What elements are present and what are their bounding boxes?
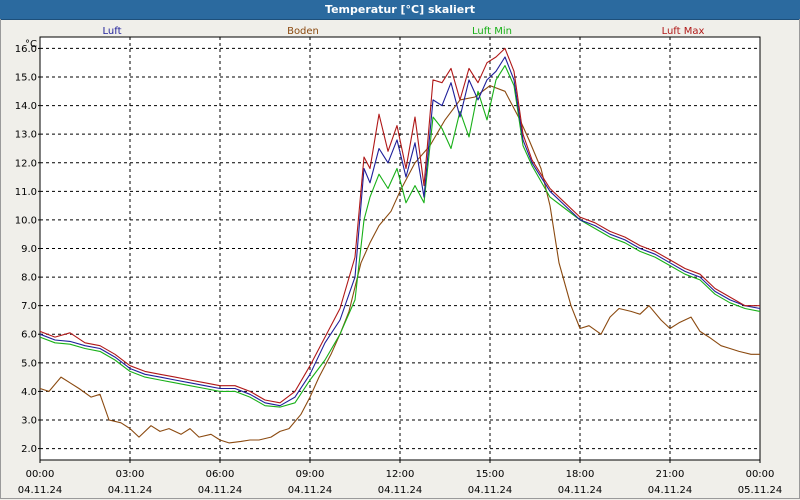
y-tick-label: 12.0 bbox=[15, 158, 37, 169]
x-tick-time: 15:00 bbox=[476, 469, 505, 480]
chart-title: Temperatur [°C] skaliert bbox=[0, 0, 800, 20]
x-tick-time: 06:00 bbox=[206, 469, 235, 480]
y-tick-label: 6.0 bbox=[21, 330, 37, 341]
series-line-luft bbox=[39, 56, 761, 407]
y-tick-label: 7.0 bbox=[21, 301, 37, 312]
x-tick-date: 04.11.24 bbox=[18, 485, 63, 496]
x-tick-time: 09:00 bbox=[296, 469, 325, 480]
y-tick-label: 14.0 bbox=[15, 101, 37, 112]
y-tick-label: 8.0 bbox=[21, 273, 37, 284]
legend-entry: Luft bbox=[103, 26, 122, 37]
y-tick-label: 5.0 bbox=[21, 358, 37, 369]
x-tick-time: 18:00 bbox=[566, 469, 595, 480]
y-tick-label: 3.0 bbox=[21, 415, 37, 426]
x-tick-date: 05.11.24 bbox=[738, 485, 783, 496]
y-tick-label: 13.0 bbox=[15, 130, 37, 141]
x-tick-date: 04.11.24 bbox=[378, 485, 423, 496]
y-tick-label: 4.0 bbox=[21, 387, 37, 398]
x-tick-date: 04.11.24 bbox=[468, 485, 513, 496]
y-tick-label: 15.0 bbox=[15, 73, 37, 84]
x-tick-time: 00:00 bbox=[26, 469, 55, 480]
legend-entry: Boden bbox=[287, 26, 319, 37]
series-line-boden bbox=[39, 85, 760, 444]
x-tick-date: 04.11.24 bbox=[108, 485, 153, 496]
x-tick-date: 04.11.24 bbox=[198, 485, 243, 496]
y-tick-label: 11.0 bbox=[15, 187, 37, 198]
x-tick-time: 00:00 bbox=[746, 469, 775, 480]
series-line-luft-max bbox=[39, 47, 760, 404]
y-tick-label: 10.0 bbox=[15, 215, 37, 226]
y-tick-label: 2.0 bbox=[21, 444, 37, 455]
legend-entry: Luft Max bbox=[662, 26, 705, 37]
x-tick-time: 03:00 bbox=[116, 469, 145, 480]
x-tick-date: 04.11.24 bbox=[558, 485, 603, 496]
y-axis-label: °C bbox=[25, 39, 37, 50]
x-tick-date: 04.11.24 bbox=[288, 485, 333, 496]
x-tick-time: 21:00 bbox=[656, 469, 685, 480]
y-tick-label: 9.0 bbox=[21, 244, 37, 255]
x-tick-date: 04.11.24 bbox=[648, 485, 693, 496]
y-tick-label: 16.0 bbox=[15, 44, 37, 55]
x-tick-time: 12:00 bbox=[386, 469, 415, 480]
legend-entry: Luft Min bbox=[472, 26, 512, 37]
series-line-luft-min bbox=[39, 65, 761, 408]
